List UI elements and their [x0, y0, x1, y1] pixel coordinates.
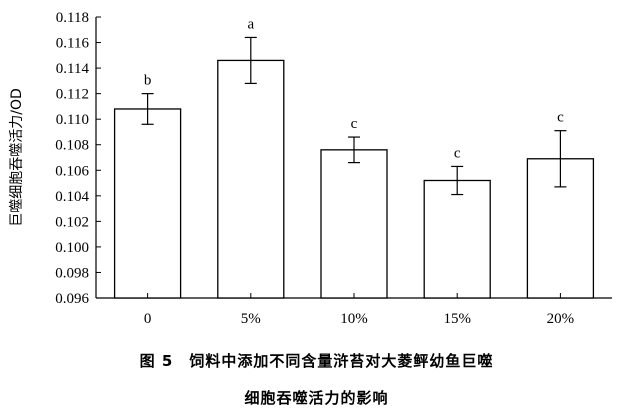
- y-tick-label: 0.098: [55, 265, 89, 281]
- x-tick-label: 10%: [340, 311, 368, 327]
- x-tick-label: 20%: [547, 311, 575, 327]
- y-tick-label: 0.112: [56, 87, 89, 103]
- bar: [423, 179, 491, 299]
- y-tick-label: 0.110: [56, 112, 89, 128]
- y-tick-label: 0.100: [55, 240, 89, 256]
- significance-label: c: [454, 145, 461, 161]
- figure-caption-line-2: 细胞吞噬活力的影响: [244, 389, 389, 407]
- x-tick-label: 5%: [241, 311, 261, 327]
- y-tick-label: 0.118: [56, 10, 89, 26]
- significance-label: b: [144, 73, 152, 89]
- y-tick-label: 0.108: [55, 138, 89, 154]
- significance-label: a: [247, 16, 254, 32]
- significance-label: c: [557, 110, 564, 126]
- bar-chart: 0.096 0.098 0.100 0.102 0.104 0.106 0.108 0.110…: [9, 10, 612, 327]
- y-tick-label: 0.116: [56, 36, 90, 52]
- y-tick-label: 0.104: [55, 189, 89, 205]
- y-tick-label: 0.096: [55, 291, 89, 307]
- y-tick-label: 0.114: [56, 61, 90, 77]
- significance-label: c: [351, 116, 358, 132]
- figure-caption-line-1: 图 5 饲料中添加不同含量浒苔对大菱鲆幼鱼巨噬: [139, 352, 494, 370]
- bar: [217, 59, 285, 299]
- bar: [320, 149, 388, 299]
- y-tick-label: 0.106: [55, 163, 89, 179]
- x-tick-label: 15%: [443, 311, 471, 327]
- x-tick-label: 0: [144, 311, 152, 327]
- bar: [113, 108, 182, 299]
- y-axis-label: 巨噬细胞吞噬活力/OD: [9, 88, 25, 227]
- y-tick-label: 0.102: [55, 214, 89, 230]
